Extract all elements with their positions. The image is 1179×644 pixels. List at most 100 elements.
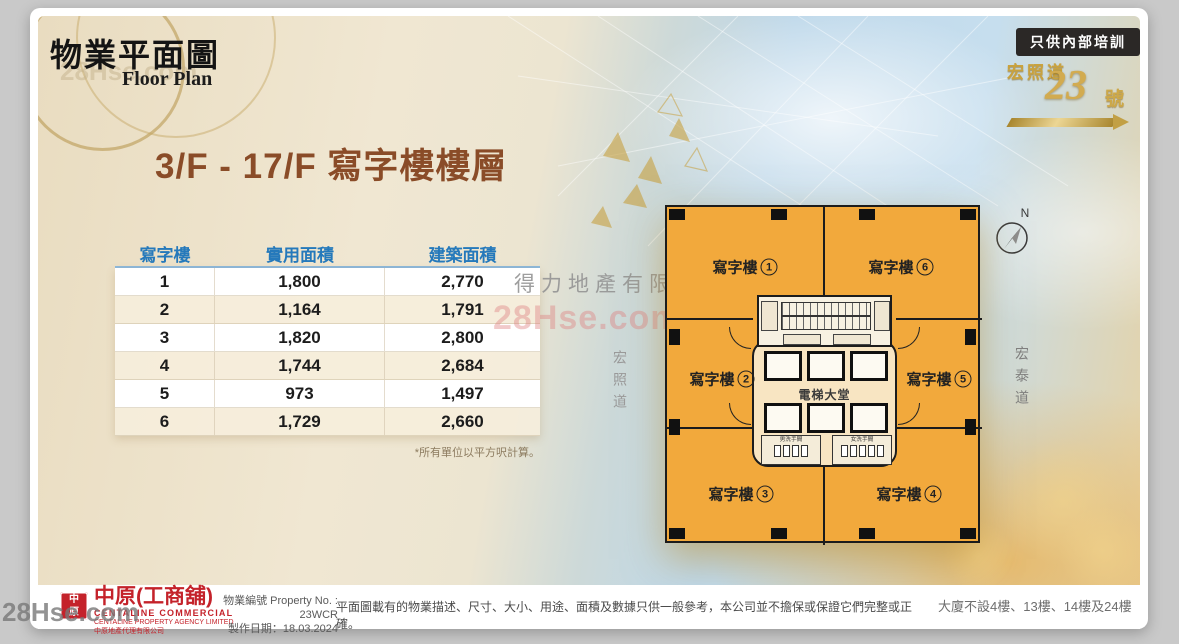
flyer-artwork: 28Hse.com 物業平面圖 Floor Plan 只供內部培訓 宏照道 23… <box>38 16 1140 585</box>
watermark-28hse-top: 28Hse.com <box>60 56 198 86</box>
stairwell-divider <box>781 315 871 317</box>
unit-office-4: 寫字樓 4 <box>876 484 942 505</box>
page-subtitle: Floor Plan <box>122 68 213 90</box>
door-arc <box>898 327 920 349</box>
utility-room <box>761 301 778 331</box>
street-label-left: 宏照道 <box>612 350 628 416</box>
cell-saleable: 1,164 <box>215 296 385 323</box>
plan-wall <box>896 318 982 320</box>
cell-gross: 2,770 <box>441 271 484 291</box>
column-mark <box>669 329 680 345</box>
gold-bokeh-decoration <box>1058 506 1140 585</box>
building-logo-banner <box>1006 118 1118 127</box>
area-table-header-saleable: 實用面積 <box>266 245 334 265</box>
toilet-female: 女洗手間 <box>832 435 892 465</box>
cell-office: 4 <box>115 352 215 379</box>
cell-office: 6 <box>115 408 215 435</box>
table-footnote: *所有單位以平方呎計算。 <box>414 447 540 459</box>
area-table-header-row: 寫字樓 實用面積 建築面積 <box>115 240 540 268</box>
cell-office: 3 <box>115 324 215 351</box>
utility-room <box>783 334 821 345</box>
stair-core <box>757 295 892 347</box>
toilet-male-label: 男洗手間 <box>779 437 803 443</box>
footer-bar: 中 原 中原(工商舖) CENTALINE COMMERCIAL CENTALI… <box>38 585 1140 635</box>
cell-gross: 2,660 <box>441 411 484 431</box>
cell-saleable: 1,744 <box>215 352 385 379</box>
table-row: 3 1,820 2,800 <box>115 324 540 352</box>
plan-wall <box>667 318 753 320</box>
brand-subline-1: CENTALINE PROPERTY AGENCY LIMITED <box>94 619 234 626</box>
area-table: 寫字樓 實用面積 建築面積 1 1,800 2,770 2 1,164 1,79… <box>115 240 540 436</box>
column-mark <box>669 209 685 220</box>
plan-wall <box>823 465 825 545</box>
lift-shaft <box>807 351 845 381</box>
utility-room <box>874 301 890 331</box>
toilet-stalls <box>762 445 820 457</box>
brand-name-en: CENTALINE COMMERCIAL <box>94 608 234 618</box>
watermark-28hse-corner: 28Hse.com <box>2 597 140 627</box>
toilet-female-label: 女洗手間 <box>850 437 874 443</box>
unit-office-6: 寫字樓 6 <box>868 257 934 278</box>
door-arc <box>729 327 751 349</box>
plan-wall <box>667 427 753 429</box>
gold-bokeh-decoration <box>998 436 1128 566</box>
unit-name: 寫字樓 <box>868 259 914 277</box>
column-mark <box>771 209 787 220</box>
column-mark <box>960 528 976 539</box>
lift-shaft <box>764 351 802 381</box>
lift-lobby: 電梯大堂 男洗手間 女洗手間 <box>752 340 897 467</box>
seal-char-top: 中 <box>69 594 79 605</box>
cell-saleable: 1,800 <box>215 268 385 295</box>
cell-saleable: 1,820 <box>215 324 385 351</box>
door-arc <box>729 403 751 425</box>
area-table-header-gross: 建築面積 <box>428 245 497 265</box>
brand-subline-2: 中原地產代理有限公司 <box>94 628 164 635</box>
cell-saleable: 1,729 <box>215 408 385 435</box>
column-mark <box>859 209 875 220</box>
cell-gross: 1,497 <box>441 383 484 403</box>
table-row: 2 1,164 1,791 <box>115 296 540 324</box>
building-logo-suffix: 號 <box>1105 89 1125 110</box>
compass-north-label: N <box>1020 206 1030 220</box>
lift-shaft <box>850 403 888 433</box>
cell-office: 1 <box>115 268 215 295</box>
table-row: 1 1,800 2,770 <box>115 268 540 296</box>
column-mark <box>669 419 680 435</box>
cell-gross: 1,791 <box>441 299 484 319</box>
building-logo-number: 23 <box>1045 63 1087 109</box>
page-title: 物業平面圖 <box>50 37 221 73</box>
compass: N <box>994 206 1042 264</box>
centaline-seal-icon: 中 原 <box>60 592 88 620</box>
column-mark <box>965 329 976 345</box>
internal-training-badge: 只供內部培訓 <box>1016 28 1140 56</box>
column-mark <box>859 528 875 539</box>
watermark-28hse-center: 28Hse.com <box>493 299 682 337</box>
floor-plan-diagram: 電梯大堂 男洗手間 女洗手間 <box>665 205 982 545</box>
unit-number-circle: 3 <box>756 485 774 503</box>
property-number: 物業編號 Property No. : 23WCR <box>223 595 338 621</box>
unit-office-1: 寫字樓 1 <box>712 257 778 278</box>
toilet-stalls <box>833 445 891 457</box>
building-logo: 宏照道 23 號 <box>1001 54 1140 138</box>
lift-shaft <box>850 351 888 381</box>
unit-number-circle: 6 <box>916 258 934 276</box>
section-title: 3/F - 17/F 寫字樓樓層 <box>155 147 508 186</box>
disclaimer-text: 平面圖載有的物業描述、尺寸、大小、用途、面積及數據只供一般參考，本公司並不擔保或… <box>336 600 913 631</box>
column-mark <box>960 209 976 220</box>
centaline-brand: 中原(工商舖) CENTALINE COMMERCIAL CENTALINE P… <box>94 586 234 636</box>
table-row: 4 1,744 2,684 <box>115 352 540 380</box>
plan-wall <box>823 207 825 297</box>
building-logo-banner-tip <box>1113 114 1129 130</box>
table-row: 5 973 1,497 <box>115 380 540 408</box>
unit-office-2: 寫字樓 2 <box>689 369 755 390</box>
unit-number-circle: 2 <box>737 370 755 388</box>
unit-name: 寫字樓 <box>906 371 952 389</box>
brand-name-zh: 中原(工商舖) <box>94 585 213 608</box>
cell-office: 2 <box>115 296 215 323</box>
made-date: 製作日期：18.03.2024 <box>227 623 338 635</box>
area-table-body: 1 1,800 2,770 2 1,164 1,791 3 1,820 2,80… <box>115 268 540 436</box>
table-row: 6 1,729 2,660 <box>115 408 540 436</box>
unit-name: 寫字樓 <box>689 371 735 389</box>
column-mark <box>771 528 787 539</box>
unit-number-circle: 1 <box>760 258 778 276</box>
